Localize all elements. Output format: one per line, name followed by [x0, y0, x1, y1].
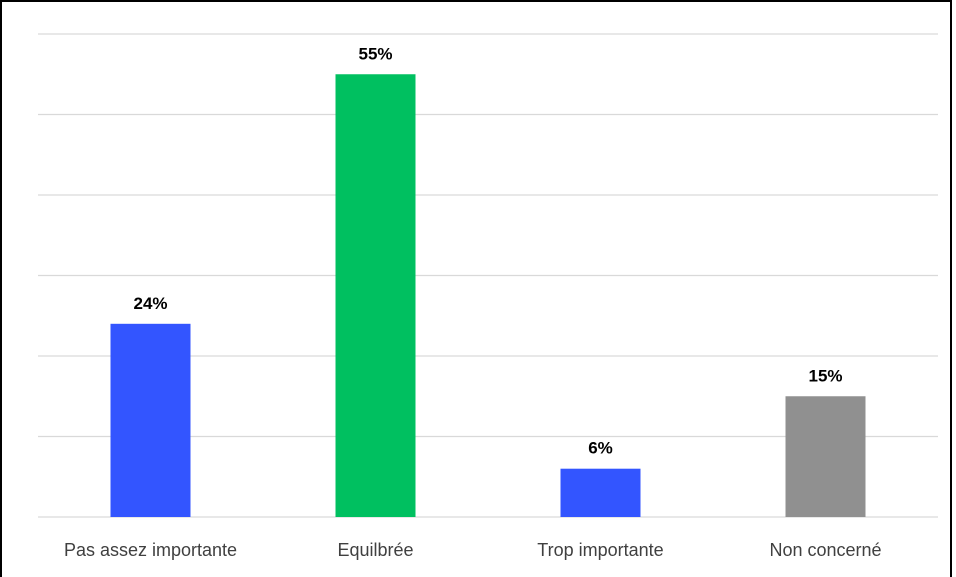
category-label: Trop importante: [537, 540, 663, 560]
data-label: 6%: [588, 439, 613, 458]
data-label: 15%: [808, 366, 842, 385]
value-labels: 24% 55% 6% 15%: [133, 44, 842, 457]
bar: [785, 396, 866, 517]
bar: [335, 74, 416, 517]
bar: [110, 323, 191, 517]
data-label: 55%: [358, 44, 392, 63]
bar: [560, 468, 641, 517]
category-label: Pas assez importante: [64, 540, 237, 560]
category-label: Equilbrée: [337, 540, 413, 560]
bars: [110, 74, 866, 517]
data-label: 24%: [133, 294, 167, 313]
category-label: Non concerné: [769, 540, 881, 560]
category-labels: Pas assez importante Equilbrée Trop import…: [64, 540, 882, 560]
